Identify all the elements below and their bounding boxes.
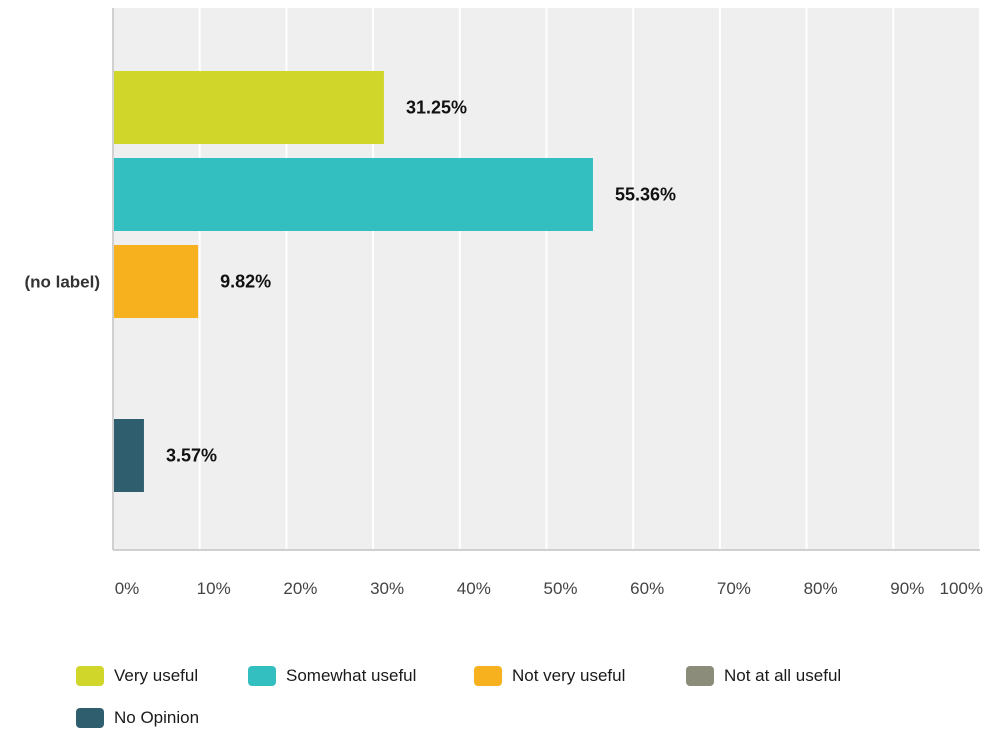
bar (113, 158, 593, 231)
legend-swatch (76, 666, 104, 686)
data-label: 9.82% (220, 272, 271, 292)
bar (113, 245, 199, 318)
legend-label: Somewhat useful (286, 666, 417, 685)
x-tick-label: 100% (940, 579, 983, 598)
legend-swatch (76, 708, 104, 728)
x-tick-label: 50% (543, 579, 577, 598)
x-tick-label: 30% (370, 579, 404, 598)
bar (113, 419, 144, 492)
legend-label: Very useful (114, 666, 199, 685)
legend-item: Very useful (76, 666, 198, 686)
x-tick-label: 20% (283, 579, 317, 598)
legend-item: Somewhat useful (248, 666, 416, 686)
legend-swatch (686, 666, 714, 686)
legend-swatch (248, 666, 276, 686)
category-label: (no label) (24, 273, 100, 292)
x-tick-label: 10% (197, 579, 231, 598)
data-label: 55.36% (615, 185, 676, 205)
legend-item: Not very useful (474, 666, 625, 686)
x-tick-label: 40% (457, 579, 491, 598)
x-tick-label: 60% (630, 579, 664, 598)
data-labels: 31.25% 55.36% 9.82% 3.57% (166, 98, 676, 466)
legend-label: No Opinion (114, 708, 200, 727)
x-tick-labels: 0% 10% 20% 30% 40% 50% 60% 70% 80% 90% 100% (115, 579, 983, 598)
bar (113, 71, 384, 144)
legend-item: Not at all useful (686, 666, 841, 686)
legend-swatch (474, 666, 502, 686)
legend-label: Not at all useful (724, 666, 842, 685)
x-tick-label: 80% (804, 579, 838, 598)
x-tick-label: 90% (890, 579, 924, 598)
x-tick-label: 0% (115, 579, 140, 598)
bars (113, 71, 593, 492)
legend-label: Not very useful (512, 666, 626, 685)
data-label: 3.57% (166, 446, 217, 466)
data-label: 31.25% (406, 98, 467, 118)
legend-item: No Opinion (76, 708, 199, 728)
x-tick-label: 70% (717, 579, 751, 598)
